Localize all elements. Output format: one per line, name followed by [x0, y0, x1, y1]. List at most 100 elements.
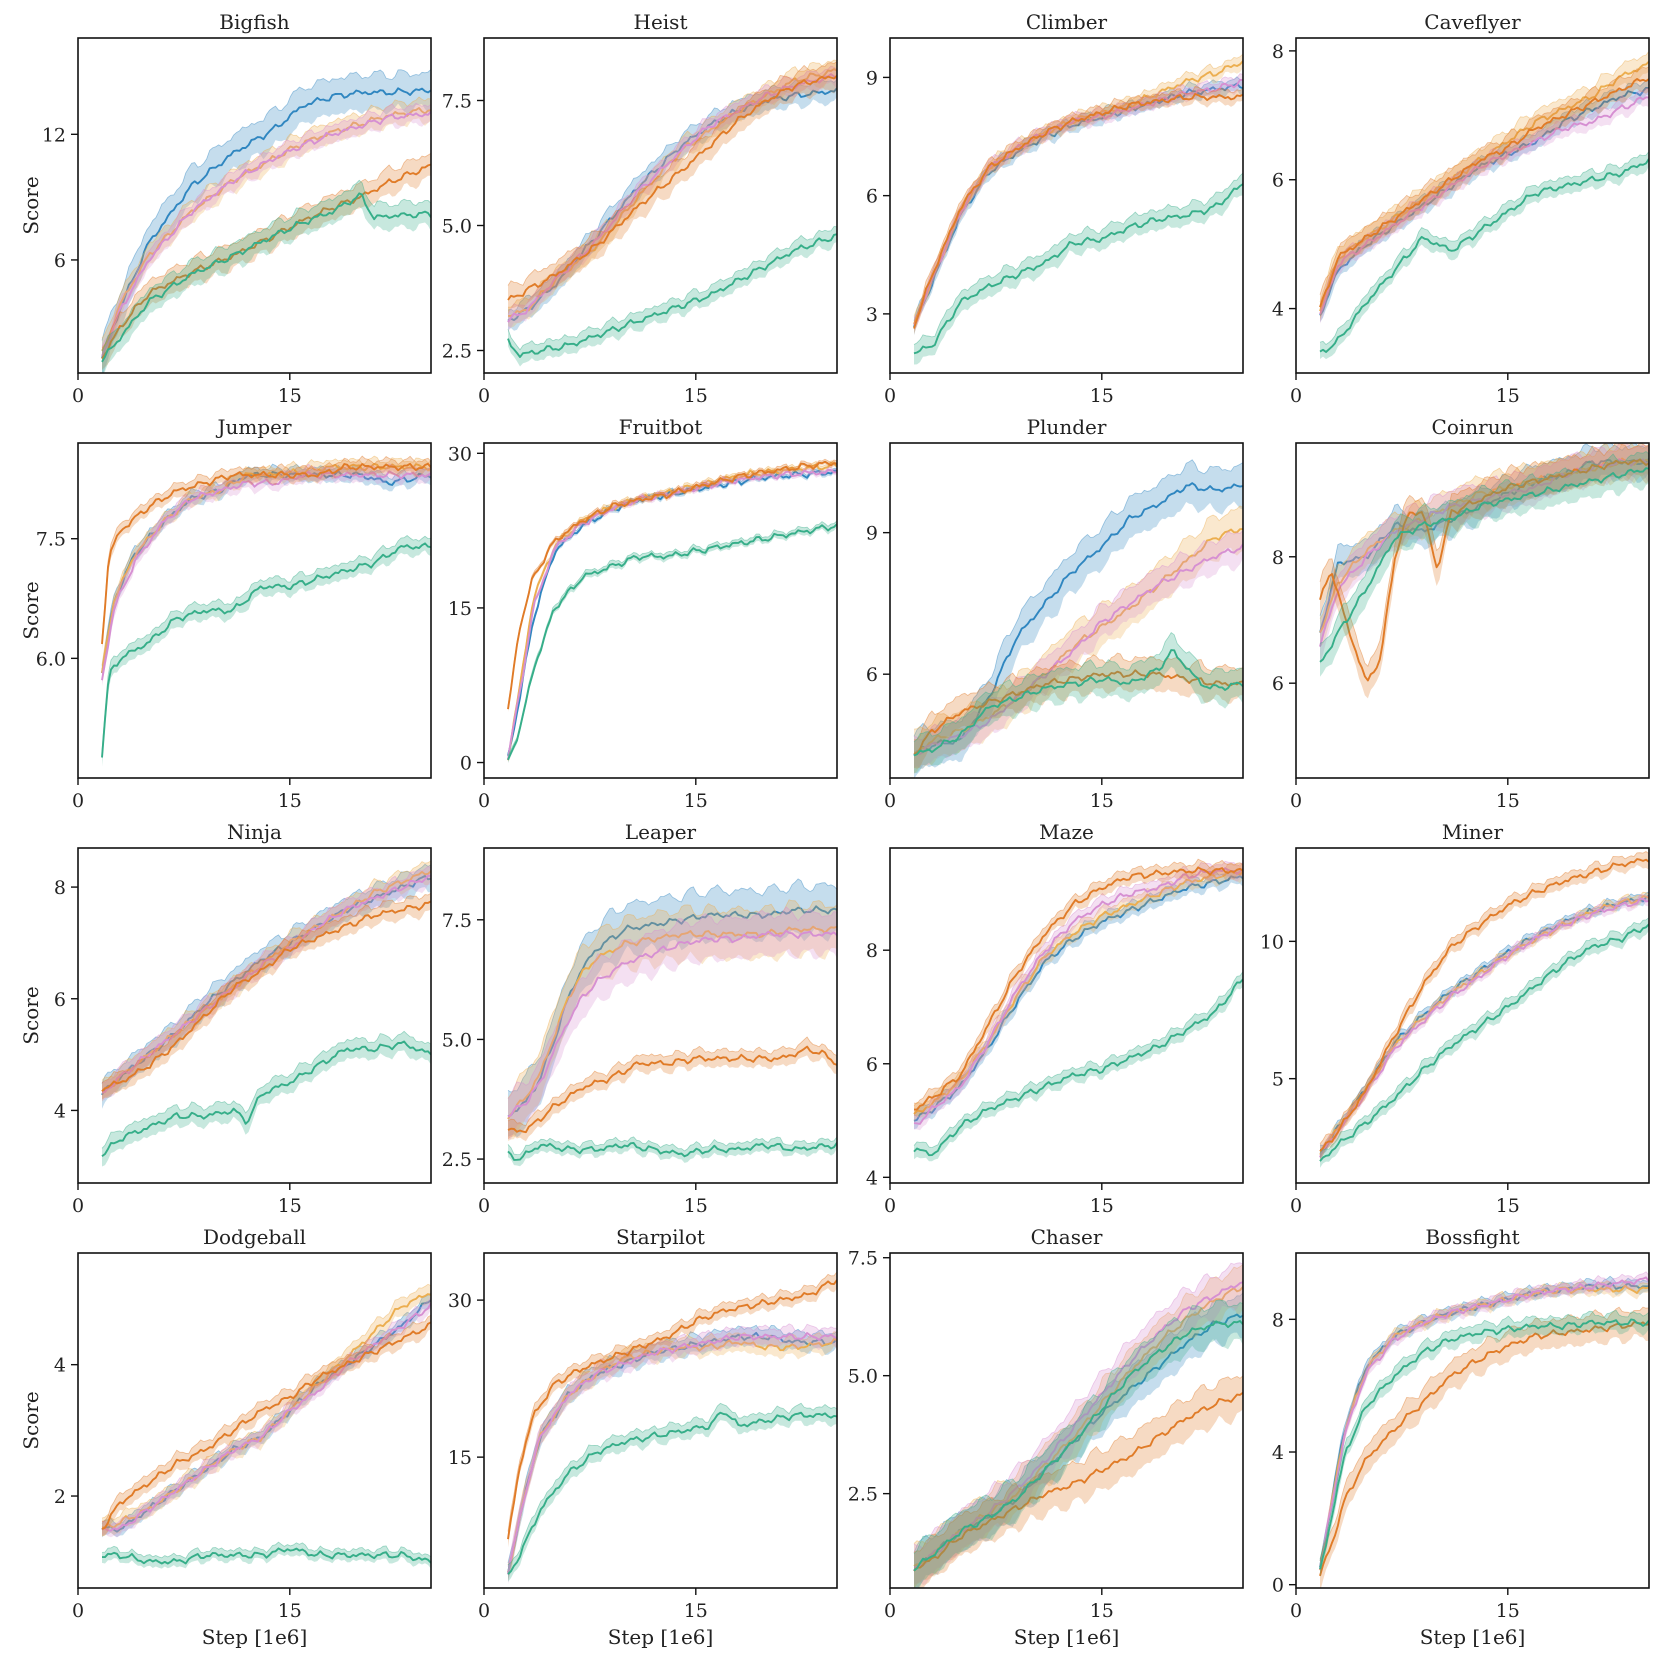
plot-frame — [77, 847, 432, 1184]
series-band-orange — [508, 1037, 837, 1142]
x-tick-label: 0 — [1290, 790, 1302, 812]
plot-frame — [77, 442, 432, 779]
y-tick-label: 8 — [1272, 547, 1284, 569]
series-line-green — [507, 1141, 837, 1161]
series-band-blue — [102, 464, 431, 681]
y-tick-label: 4 — [1272, 1442, 1284, 1464]
x-tick-label: 0 — [478, 385, 490, 407]
y-tick-label: 0 — [460, 753, 472, 775]
series-line-pink — [101, 1302, 431, 1532]
series-band-edge-green — [1319, 151, 1649, 346]
series-line-yellow — [913, 60, 1243, 325]
series-line-green — [507, 1411, 837, 1575]
series-band-edge-blue — [1319, 1275, 1649, 1562]
series-band-edge-blue — [101, 1292, 431, 1526]
y-tick-label: 2.5 — [442, 1149, 472, 1171]
y-tick-label: 8 — [1272, 1309, 1284, 1331]
series-band-yellow — [508, 460, 837, 763]
series-line-pink — [1319, 1276, 1649, 1570]
plot-area — [913, 858, 1243, 1162]
series-band-green — [508, 520, 837, 763]
series-band-edge-blue — [507, 878, 837, 1093]
y-tick-label: 6 — [54, 250, 66, 272]
series-band-edge-green — [1319, 451, 1649, 644]
plot-title: Ninja — [227, 820, 282, 844]
plot-title: Fruitbot — [619, 415, 703, 439]
x-tick-label: 0 — [1290, 385, 1302, 407]
series-band-edge-green — [913, 1299, 1243, 1555]
series-line-pink — [1319, 897, 1649, 1158]
x-tick-label: 0 — [72, 1195, 84, 1217]
series-line-blue — [1319, 86, 1649, 316]
x-tick-label: 15 — [1496, 1195, 1520, 1217]
y-tick-label: 4 — [54, 1100, 66, 1122]
y-tick-label: 4 — [1272, 299, 1284, 321]
plot-frame — [889, 442, 1244, 779]
series-line-blue — [507, 87, 837, 322]
x-tick-label: 15 — [684, 790, 708, 812]
series-band-orange — [102, 1315, 431, 1536]
series-band-edge-yellow — [101, 455, 431, 666]
plot-area — [101, 455, 431, 767]
series-band-edge-orange — [101, 1314, 431, 1522]
series-band-edge-green — [101, 179, 431, 352]
series-line-green — [507, 233, 837, 358]
plot-title: Chaser — [1031, 1225, 1103, 1249]
subplot-coinrun: Coinrun 0 15 6 8 — [1272, 415, 1650, 812]
plot-title: Jumper — [215, 415, 292, 439]
series-band-orange — [102, 153, 431, 370]
series-line-green — [913, 978, 1243, 1157]
series-band-edge-pink — [1319, 443, 1649, 633]
series-band-blue — [508, 1325, 837, 1581]
plot-title: Heist — [634, 10, 688, 34]
series-line-pink — [101, 874, 431, 1094]
series-band-orange — [1320, 66, 1649, 320]
series-band-blue — [1320, 80, 1649, 323]
y-axis-label: Score — [19, 176, 43, 234]
series-line-pink — [913, 543, 1243, 756]
series-band-yellow — [102, 97, 431, 362]
subplot-leaper: Leaper 0 15 2.5 5.0 7.5 — [442, 820, 838, 1217]
series-band-edge-green — [507, 520, 837, 756]
series-band-yellow — [102, 1284, 431, 1537]
series-line-yellow — [507, 462, 837, 761]
subplot-fruitbot: Fruitbot 0 15 0 15 30 — [448, 415, 838, 812]
series-band-edge-pink — [101, 866, 431, 1083]
series-band-edge-orange — [1319, 443, 1649, 667]
series-band-edge-orange — [101, 455, 431, 639]
x-tick-label: 15 — [278, 1195, 302, 1217]
subplot-plunder: Plunder 0 15 6 9 — [866, 415, 1244, 812]
series-line-green — [101, 542, 431, 758]
x-tick-label: 0 — [884, 1195, 896, 1217]
series-band-edge-blue — [1319, 443, 1649, 616]
series-line-yellow — [507, 925, 837, 1120]
series-band-edge-green — [1319, 1309, 1649, 1560]
x-axis-label: Step [1e6] — [1420, 1625, 1526, 1649]
series-band-orange — [914, 859, 1243, 1117]
series-line-green — [101, 1040, 431, 1158]
y-tick-label: 5.0 — [442, 216, 472, 238]
series-band-orange — [508, 61, 837, 315]
series-band-edge-orange — [507, 1271, 837, 1532]
x-tick-label: 0 — [478, 1195, 490, 1217]
series-band-orange — [1320, 1307, 1649, 1588]
y-tick-label: 6 — [866, 186, 878, 208]
series-band-blue — [914, 76, 1243, 336]
series-band-green — [914, 971, 1243, 1162]
x-tick-label: 15 — [1090, 790, 1114, 812]
plot-area — [913, 1262, 1243, 1588]
series-band-edge-yellow — [913, 1264, 1243, 1545]
y-tick-label: 15 — [448, 1447, 472, 1469]
y-tick-label: 2 — [54, 1486, 66, 1508]
series-band-blue — [508, 878, 837, 1138]
y-tick-label: 8 — [1272, 41, 1284, 63]
plot-area — [913, 53, 1243, 365]
series-line-pink — [1319, 96, 1649, 315]
series-band-edge-green — [913, 172, 1243, 345]
series-line-yellow — [101, 870, 431, 1092]
x-tick-label: 0 — [1290, 1600, 1302, 1622]
series-line-green — [102, 1547, 431, 1565]
subplot-maze: Maze 0 15 4 6 8 — [866, 820, 1244, 1217]
y-tick-label: 2.5 — [442, 341, 472, 363]
